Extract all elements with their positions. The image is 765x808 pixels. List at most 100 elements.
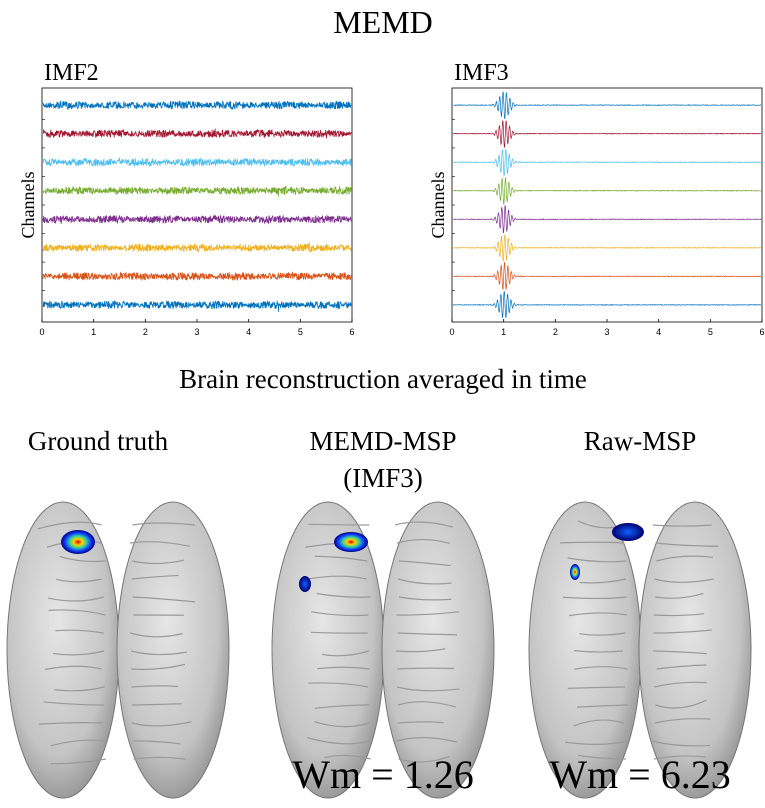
- gyrus: [398, 596, 452, 601]
- gyrus: [131, 663, 186, 670]
- gyrus: [395, 648, 446, 653]
- brain-label: MEMD-MSP: [309, 426, 456, 456]
- gyrus: [652, 524, 712, 527]
- x-tick-label: 1: [91, 327, 96, 337]
- gyrus: [397, 632, 458, 636]
- gyrus: [398, 560, 451, 567]
- brain-sublabel: (IMF3): [343, 463, 423, 493]
- gyrus: [652, 650, 707, 655]
- gyrus: [574, 666, 628, 670]
- gyrus: [569, 612, 627, 617]
- metric: Wm = 6.23: [549, 752, 730, 797]
- channel-signal: [42, 157, 352, 168]
- gyrus: [579, 632, 626, 636]
- gyrus: [316, 593, 371, 598]
- channel-signal: [452, 290, 761, 319]
- gyrus: [397, 578, 452, 585]
- channel-signal: [452, 261, 762, 291]
- gyrus: [578, 754, 626, 760]
- gyrus: [654, 718, 711, 724]
- gyrus: [653, 629, 712, 634]
- gyrus: [652, 740, 711, 747]
- gyrus: [50, 758, 106, 765]
- x-tick-label: 3: [194, 327, 199, 337]
- gyrus: [396, 686, 460, 692]
- metric: Wm = 1.26: [292, 752, 473, 797]
- gyrus: [131, 574, 179, 580]
- x-tick-label: 2: [143, 327, 148, 337]
- brain: [528, 501, 752, 799]
- gyrus: [563, 596, 627, 600]
- gyrus: [307, 575, 367, 580]
- gyrus: [308, 523, 370, 526]
- activation: [612, 523, 644, 541]
- x-tick-label: 3: [604, 327, 609, 337]
- gyrus: [322, 650, 369, 657]
- gyrus: [314, 721, 370, 728]
- gyrus: [317, 666, 370, 670]
- gyrus: [654, 681, 707, 688]
- gyrus: [48, 609, 106, 616]
- gyrus: [43, 701, 105, 706]
- gyrus: [131, 721, 192, 727]
- x-tick-label: 5: [298, 327, 303, 337]
- gyrus: [656, 555, 713, 562]
- x-tick-label: 0: [449, 327, 454, 337]
- panel-label: IMF3: [454, 60, 509, 86]
- gyrus: [324, 754, 371, 760]
- x-tick-label: 0: [39, 327, 44, 337]
- gyrus: [130, 632, 183, 638]
- x-tick-label: 4: [656, 327, 661, 337]
- gyrus: [396, 538, 451, 544]
- activation: [61, 530, 95, 554]
- gyrus: [655, 542, 719, 547]
- gyrus: [52, 650, 105, 656]
- gyrus: [54, 686, 105, 692]
- gyrus: [567, 686, 626, 690]
- gyrus: [397, 721, 444, 724]
- gyrus: [396, 737, 458, 743]
- gyrus: [397, 667, 455, 670]
- x-tick-label: 6: [759, 327, 764, 337]
- gyrus: [310, 631, 368, 634]
- channel-signal: [42, 213, 352, 225]
- channel-signal: [42, 299, 352, 312]
- gyrus: [565, 740, 628, 745]
- gyrus: [38, 722, 103, 725]
- hemisphere: [638, 501, 752, 799]
- hemisphere: [116, 501, 230, 799]
- x-tick-label: 4: [246, 327, 251, 337]
- x-tick-label: 1: [501, 327, 506, 337]
- brain-label: Ground truth: [28, 426, 169, 456]
- gyrus: [653, 755, 706, 760]
- gyrus: [579, 578, 627, 584]
- brain: [271, 501, 495, 799]
- gyrus: [47, 596, 104, 602]
- gyrus: [656, 664, 707, 670]
- gyrus: [131, 703, 182, 706]
- gyrus: [314, 704, 370, 709]
- panel-label: IMF2: [44, 60, 99, 86]
- gyrus: [133, 740, 181, 745]
- channel-signal: [452, 120, 761, 149]
- gyrus: [44, 665, 102, 671]
- channel-signal: [452, 177, 761, 205]
- activation: [299, 576, 311, 592]
- channel-signal: [452, 234, 761, 262]
- gyrus: [394, 521, 454, 528]
- gyrus: [129, 541, 190, 547]
- x-tick-label: 5: [708, 327, 713, 337]
- gyrus: [573, 719, 624, 727]
- y-axis-label: Channels: [18, 172, 38, 239]
- gyrus: [398, 755, 450, 763]
- gyrus: [132, 596, 196, 603]
- gyrus: [59, 555, 106, 563]
- channel-signal: [42, 185, 352, 197]
- gyrus: [132, 559, 185, 565]
- gyrus: [654, 578, 714, 583]
- channel-signal: [42, 128, 352, 139]
- gyrus: [573, 650, 624, 653]
- gyrus: [132, 522, 196, 526]
- channel-signal: [452, 149, 762, 177]
